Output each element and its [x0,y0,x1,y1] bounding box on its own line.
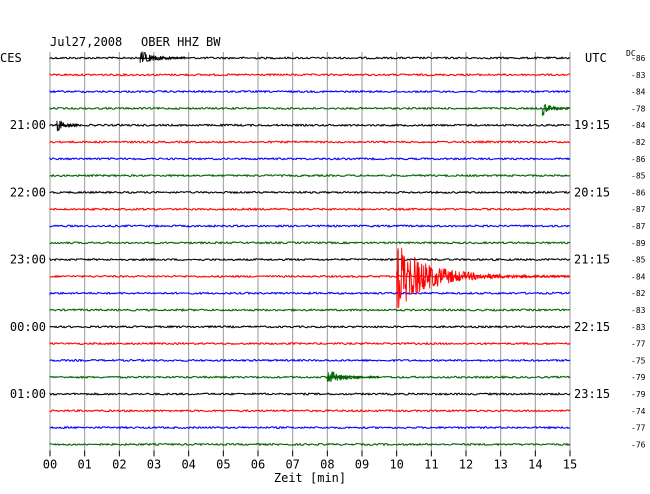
trace-line [49,358,571,363]
dc-offset-value: -82 [631,138,646,147]
dc-offset-value: -83 [631,306,646,315]
dc-offset-value: -83 [631,71,646,80]
x-tick-label: 11 [424,457,438,471]
x-axis-label: Zeit [min] [274,471,346,485]
event-waveform [326,370,380,382]
events [56,51,571,382]
trace-line [49,240,571,245]
trace-line [49,123,571,128]
x-tick-label: 15 [563,457,577,471]
trace-line [49,190,571,195]
dc-offset-value: -74 [631,407,646,416]
dc-offset-value: -86 [631,54,646,63]
grid [49,52,571,451]
trace-line [49,392,571,396]
trace-line [49,375,571,380]
event-waveform [139,51,186,63]
trace-line [49,291,571,296]
dc-offset-value: -85 [631,172,646,181]
left-hour-label: 23:00 [10,253,46,267]
trace-line [49,324,571,329]
trace-line [49,89,571,94]
dc-offset-value: -86 [631,188,646,197]
dc-offset-value: -77 [631,424,646,433]
dc-offset-value: -84 [631,121,646,130]
trace-line [49,156,571,161]
dc-offset-value: -84 [631,88,646,97]
trace-line [49,207,571,212]
dc-offset-value: -79 [631,373,646,382]
trace-line [49,173,571,178]
left-hour-label: 01:00 [10,387,46,401]
x-tick-label: 01 [77,457,91,471]
right-hour-label: 21:15 [574,253,610,267]
trace-line [49,442,571,447]
x-tick-label: 12 [459,457,473,471]
right-hour-label: 19:15 [574,118,610,132]
right-hour-label: 23:15 [574,387,610,401]
trace-line [49,274,571,279]
x-tick-label: 03 [147,457,161,471]
chart-header: Jul27,2008 OBER HHZ BW CES UTC DC [0,35,636,65]
trace-line [49,257,571,262]
dc-offset-value: -85 [631,256,646,265]
x-tick-label: 06 [251,457,265,471]
left-timezone-label: CES [0,51,22,65]
x-tick-label: 00 [43,457,57,471]
dc-offset-value: -87 [631,222,646,231]
dc-offset-value: -77 [631,340,646,349]
event-waveform [396,247,570,308]
trace-line [49,72,571,77]
hour-labels: 21:00 22:00 23:00 00:00 01:00 19:15 20:15 21:15… [10,118,610,401]
x-tick-label: 07 [285,457,299,471]
trace-line [49,308,571,312]
trace-line [49,56,571,60]
dc-offset-labels: -86 -83 -84 -78 -84 -82 -86 -85 -86 -87 -87 -89 -85 -… [631,54,646,449]
right-hour-label: 22:15 [574,320,610,334]
dc-label: DC [626,49,636,58]
trace-line [49,140,571,144]
left-hour-label: 21:00 [10,118,46,132]
trace-line [49,425,571,430]
dc-offset-value: -76 [631,440,646,449]
x-axis: 00 01 02 03 04 05 06 07 08 09 10 11 12 13 14 15 [43,450,577,471]
dc-offset-value: -89 [631,239,646,248]
x-tick-label: 14 [528,457,542,471]
x-tick-label: 04 [181,457,195,471]
trace-line [49,224,571,228]
dc-offset-value: -83 [631,323,646,332]
dc-offset-value: -82 [631,289,646,298]
dc-offset-value: -86 [631,155,646,164]
left-hour-label: 22:00 [10,185,46,199]
dc-offset-value: -84 [631,272,646,281]
traces [49,56,571,447]
trace-line [49,341,571,346]
date-label: Jul27,2008 [50,35,122,49]
x-tick-label: 02 [112,457,126,471]
dc-offset-value: -87 [631,205,646,214]
x-tick-label: 05 [216,457,230,471]
event-waveform [541,103,571,117]
x-tick-label: 09 [355,457,369,471]
x-tick-label: 08 [320,457,334,471]
right-timezone-label: UTC [585,51,607,65]
dc-offset-value: -79 [631,390,646,399]
left-hour-label: 00:00 [10,320,46,334]
dc-offset-value: -78 [631,104,646,113]
x-tick-label: 10 [389,457,403,471]
event-waveform [56,120,82,132]
right-hour-label: 20:15 [574,185,610,199]
trace-line [49,408,571,413]
trace-line [49,106,571,111]
dc-offset-value: -75 [631,356,646,365]
station-label: OBER HHZ BW [141,35,221,49]
x-tick-label: 13 [493,457,507,471]
